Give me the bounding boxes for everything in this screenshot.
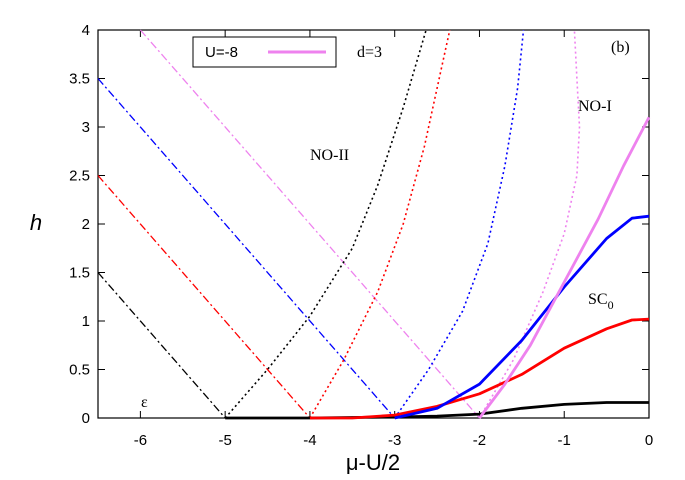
series-line-u2-dotted [224,29,427,419]
legend: U=-8 [192,36,337,68]
y-tick-label: 2.5 [69,168,90,185]
y-tick-label: 1.5 [69,265,90,282]
series-line-u4-dashdot [97,175,311,419]
y-tick-label: 3.5 [69,71,90,88]
x-axis-title: μ-U/2 [346,450,400,475]
y-axis-title: h [30,210,42,235]
x-tick-label: -4 [303,432,316,449]
series-line-u4-dotted [309,29,451,419]
y-tick-label: 0.5 [69,362,90,379]
series-layer [97,29,651,420]
series-line-u4-solid [309,317,650,420]
y-tick-label: 1 [82,313,90,330]
series-line-u8-dotted [478,29,581,419]
x-tick-label: -6 [134,432,147,449]
x-tick-label: -2 [473,432,486,449]
x-tick-label: -5 [218,432,231,449]
axis-ticks: -6 -5 -4 -3 -2 -1 0 0 0.5 1 1.5 2 2.5 3 3.5 4 [69,22,653,449]
y-tick-label: 2 [82,216,90,233]
series-line-u8-dashdot [139,29,480,419]
annotation-panel: (b) [611,39,630,56]
x-tick-label: -1 [558,432,571,449]
y-tick-label: 0 [82,410,90,427]
annotation-no1: NO-I [578,98,612,115]
series-line-u6-solid [394,214,650,420]
annotation-no2: NO-II [310,147,349,164]
y-tick-label: 3 [82,119,90,136]
annotation-dimension: d=3 [357,44,382,61]
legend-label: U=-8 [205,44,238,61]
annotation-sc0: SC0 [588,291,614,312]
series-line-u8-solid [478,116,651,419]
y-tick-label: 4 [82,22,90,39]
x-tick-label: -3 [388,432,401,449]
series-line-u2-dashdot [97,272,226,419]
annotation-sc0-base: SC [588,291,608,308]
annotation-sc0-sub: 0 [608,298,614,312]
series-line-u2-solid [225,401,649,420]
plot-frame [97,29,650,419]
x-tick-label: 0 [645,432,653,449]
series-line-u6-dashdot [97,78,396,419]
annotation-eps: ε [141,394,148,411]
